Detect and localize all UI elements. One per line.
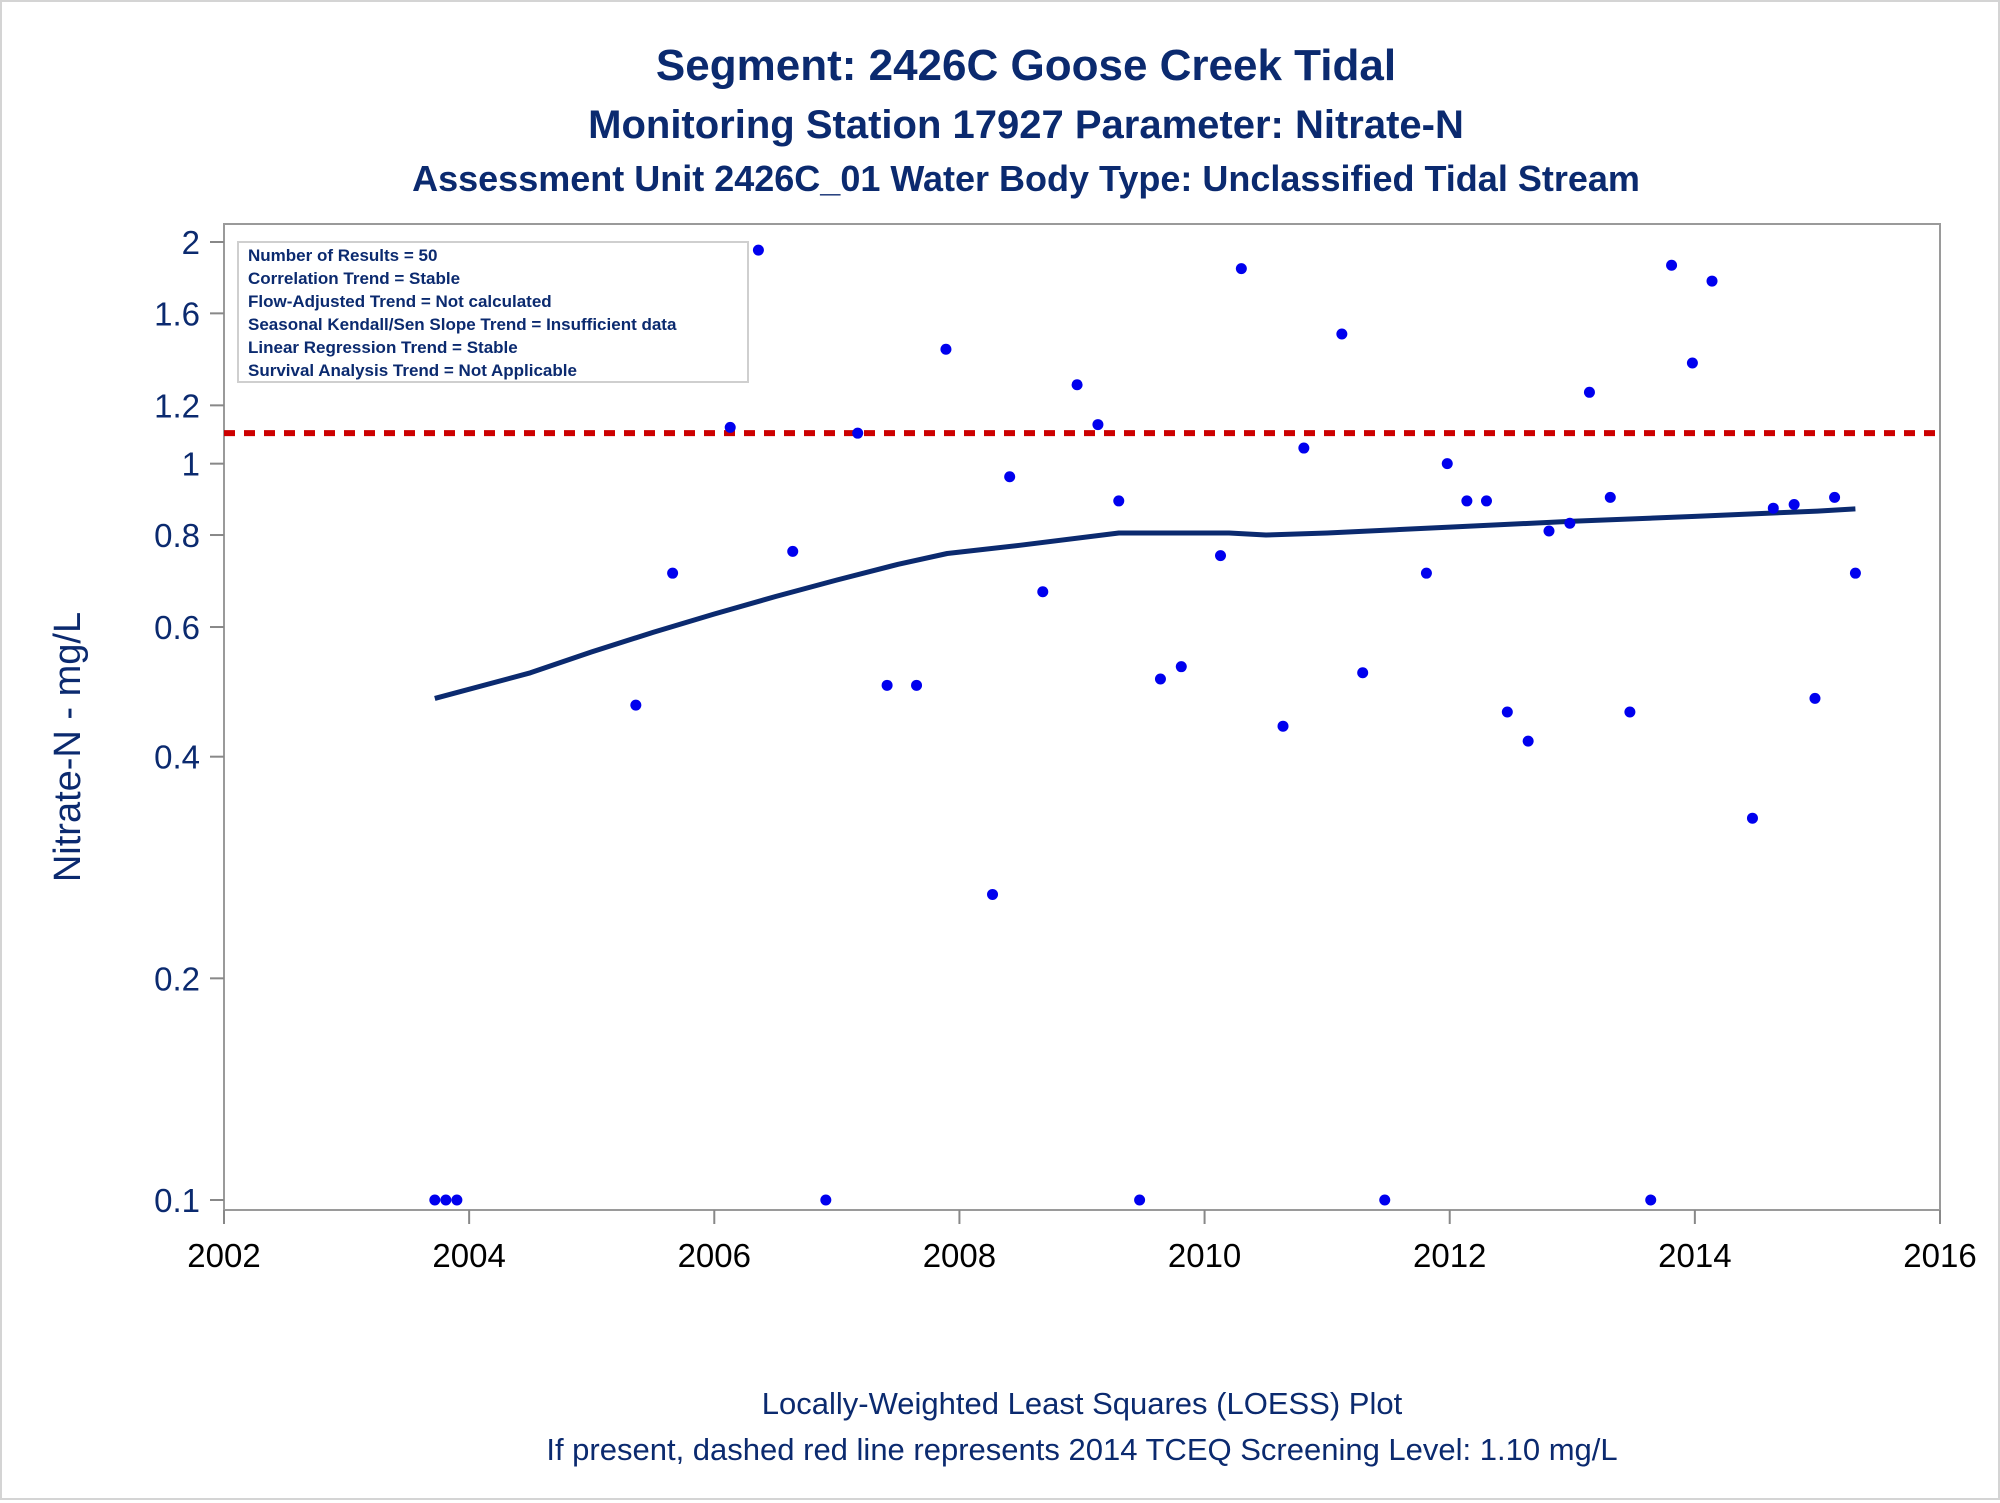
- data-point: [1175, 661, 1187, 673]
- data-point: [1809, 692, 1821, 704]
- data-point: [429, 1194, 441, 1206]
- data-point: [1583, 386, 1595, 398]
- x-tick-label: 2016: [1903, 1237, 1976, 1274]
- data-point: [1071, 379, 1083, 391]
- stats-box-frame: [237, 241, 749, 383]
- data-point: [1004, 471, 1016, 483]
- x-tick-label: 2010: [1168, 1237, 1241, 1274]
- data-point: [1706, 275, 1718, 287]
- data-point: [1522, 735, 1534, 747]
- data-point: [940, 343, 952, 355]
- data-point: [1564, 517, 1576, 529]
- data-point: [1037, 586, 1049, 598]
- data-point: [1624, 706, 1636, 718]
- data-point: [1788, 499, 1800, 511]
- data-point: [1686, 357, 1698, 369]
- data-point: [1357, 667, 1369, 679]
- data-point: [1277, 720, 1289, 732]
- y-tick-label: 1: [182, 446, 200, 483]
- x-tick-label: 2008: [923, 1237, 996, 1274]
- loess-curve: [434, 506, 1856, 701]
- stats-line-seasonal-kendall: Seasonal Kendall/Sen Slope Trend = Insuf…: [248, 315, 677, 334]
- data-point: [630, 699, 642, 711]
- y-tick-label: 0.2: [154, 960, 200, 997]
- data-point: [1134, 1194, 1146, 1206]
- data-point: [1666, 259, 1678, 271]
- data-point: [987, 888, 999, 900]
- y-tick-label: 2: [182, 224, 200, 261]
- data-point: [911, 679, 923, 691]
- chart-title: Segment: 2426C Goose Creek Tidal: [656, 41, 1396, 90]
- data-point: [1501, 706, 1513, 718]
- data-point: [881, 679, 893, 691]
- data-point: [1379, 1194, 1391, 1206]
- y-tick-label: 1.2: [154, 387, 200, 424]
- data-point: [1092, 419, 1104, 431]
- data-point: [451, 1194, 463, 1206]
- stats-line-results: Number of Results = 50: [248, 246, 437, 265]
- data-point: [1480, 495, 1492, 507]
- stats-line-survival: Survival Analysis Trend = Not Applicable: [248, 361, 577, 380]
- data-point: [1441, 458, 1453, 470]
- data-point: [1829, 491, 1841, 503]
- data-point: [1154, 673, 1166, 685]
- data-point: [752, 244, 764, 256]
- data-point: [820, 1194, 832, 1206]
- data-point: [1235, 263, 1247, 275]
- footer-method: Locally-Weighted Least Squares (LOESS) P…: [762, 1386, 1403, 1421]
- data-point: [1298, 442, 1310, 454]
- x-tick-label: 2004: [432, 1237, 505, 1274]
- data-point: [1113, 495, 1125, 507]
- x-tick-label: 2012: [1413, 1237, 1486, 1274]
- data-point: [787, 545, 799, 557]
- data-point: [1746, 812, 1758, 824]
- data-point: [667, 567, 679, 579]
- stats-line-correlation: Correlation Trend = Stable: [248, 269, 460, 288]
- data-point: [852, 427, 864, 439]
- y-axis-label: Nitrate-N - mg/L: [47, 612, 89, 882]
- x-tick-label: 2014: [1658, 1237, 1731, 1274]
- data-point: [1215, 550, 1227, 562]
- data-point: [1767, 502, 1779, 514]
- x-tick-label: 2006: [678, 1237, 751, 1274]
- data-point: [440, 1194, 452, 1206]
- y-tick-label: 0.8: [154, 517, 200, 554]
- plot-area: 0.1 0.2 0.4 0.6 0.8 1 1.2 1.6 2 2002 2004 2006 2008 2…: [154, 223, 1977, 1274]
- chart-subtitle-station: Monitoring Station 17927 Parameter: Nitr…: [588, 103, 1464, 147]
- data-point: [1604, 491, 1616, 503]
- data-point: [1849, 567, 1861, 579]
- y-tick-label: 0.4: [154, 739, 200, 776]
- stats-box: Number of Results = 50 Correlation Trend…: [237, 241, 749, 383]
- x-tick-label: 2002: [187, 1237, 260, 1274]
- y-tick-label: 0.6: [154, 609, 200, 646]
- footer-screening-note: If present, dashed red line represents 2…: [546, 1432, 1617, 1467]
- data-point: [1645, 1194, 1657, 1206]
- y-tick-label: 1.6: [154, 295, 200, 332]
- chart-subtitle-assessment: Assessment Unit 2426C_01 Water Body Type…: [412, 158, 1640, 199]
- data-point: [724, 421, 736, 433]
- plot-frame: [223, 223, 1941, 1211]
- stats-line-linear-regression: Linear Regression Trend = Stable: [248, 338, 518, 357]
- data-point: [1420, 567, 1432, 579]
- data-point: [1336, 328, 1348, 340]
- y-tick-label: 0.1: [154, 1182, 200, 1219]
- stats-line-flow-adjusted: Flow-Adjusted Trend = Not calculated: [248, 292, 552, 311]
- data-point: [1543, 525, 1555, 537]
- data-point: [1461, 495, 1473, 507]
